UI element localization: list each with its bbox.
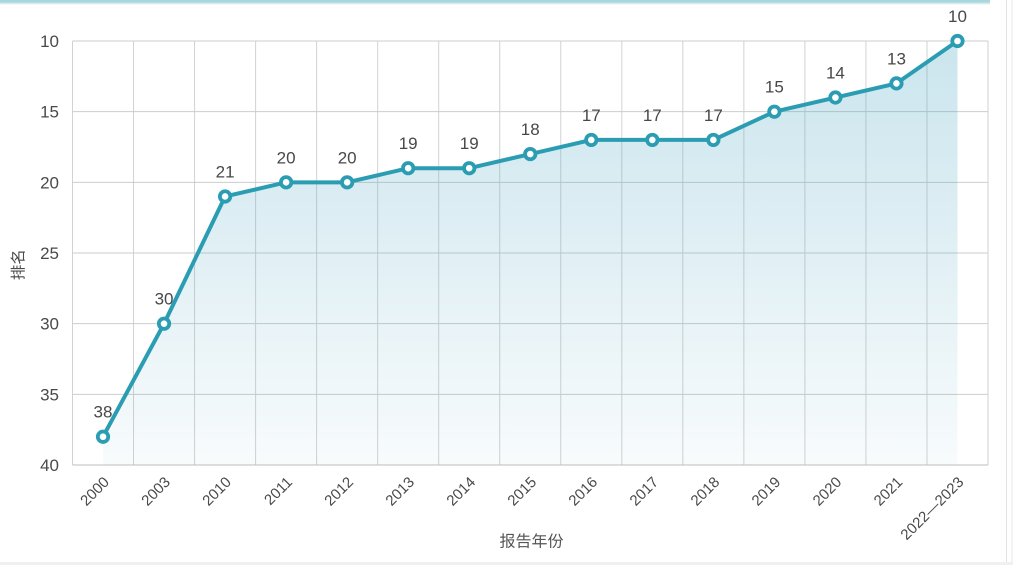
svg-text:18: 18 xyxy=(521,120,540,139)
svg-text:17: 17 xyxy=(643,106,662,125)
svg-text:17: 17 xyxy=(704,106,723,125)
svg-text:40: 40 xyxy=(40,456,59,475)
svg-text:14: 14 xyxy=(826,64,845,83)
svg-text:2015: 2015 xyxy=(504,474,540,510)
svg-text:19: 19 xyxy=(399,134,418,153)
svg-text:2010: 2010 xyxy=(199,474,235,510)
svg-text:13: 13 xyxy=(887,49,906,68)
svg-text:2014: 2014 xyxy=(443,474,479,510)
svg-text:30: 30 xyxy=(155,290,174,309)
svg-text:2000: 2000 xyxy=(77,474,113,510)
svg-text:2012: 2012 xyxy=(321,474,357,510)
svg-text:2020: 2020 xyxy=(810,474,846,510)
svg-text:15: 15 xyxy=(765,78,784,97)
svg-text:30: 30 xyxy=(40,315,59,334)
svg-text:10: 10 xyxy=(948,7,967,26)
svg-text:21: 21 xyxy=(216,162,235,181)
svg-text:2022—2023: 2022—2023 xyxy=(897,474,967,544)
svg-text:25: 25 xyxy=(40,244,59,263)
svg-text:2016: 2016 xyxy=(565,474,601,510)
svg-text:15: 15 xyxy=(40,103,59,122)
svg-text:2011: 2011 xyxy=(261,474,296,509)
svg-text:2013: 2013 xyxy=(382,474,418,510)
svg-text:10: 10 xyxy=(40,32,59,51)
svg-text:38: 38 xyxy=(94,403,113,422)
svg-text:20: 20 xyxy=(277,148,296,167)
svg-text:35: 35 xyxy=(40,385,59,404)
svg-text:2017: 2017 xyxy=(627,474,663,510)
svg-text:20: 20 xyxy=(40,173,59,192)
svg-text:17: 17 xyxy=(582,106,601,125)
svg-text:20: 20 xyxy=(338,148,357,167)
svg-text:19: 19 xyxy=(460,134,479,153)
svg-text:2018: 2018 xyxy=(688,474,724,510)
svg-text:2003: 2003 xyxy=(138,474,174,510)
svg-text:2021: 2021 xyxy=(871,474,907,510)
svg-text:2019: 2019 xyxy=(749,474,785,510)
